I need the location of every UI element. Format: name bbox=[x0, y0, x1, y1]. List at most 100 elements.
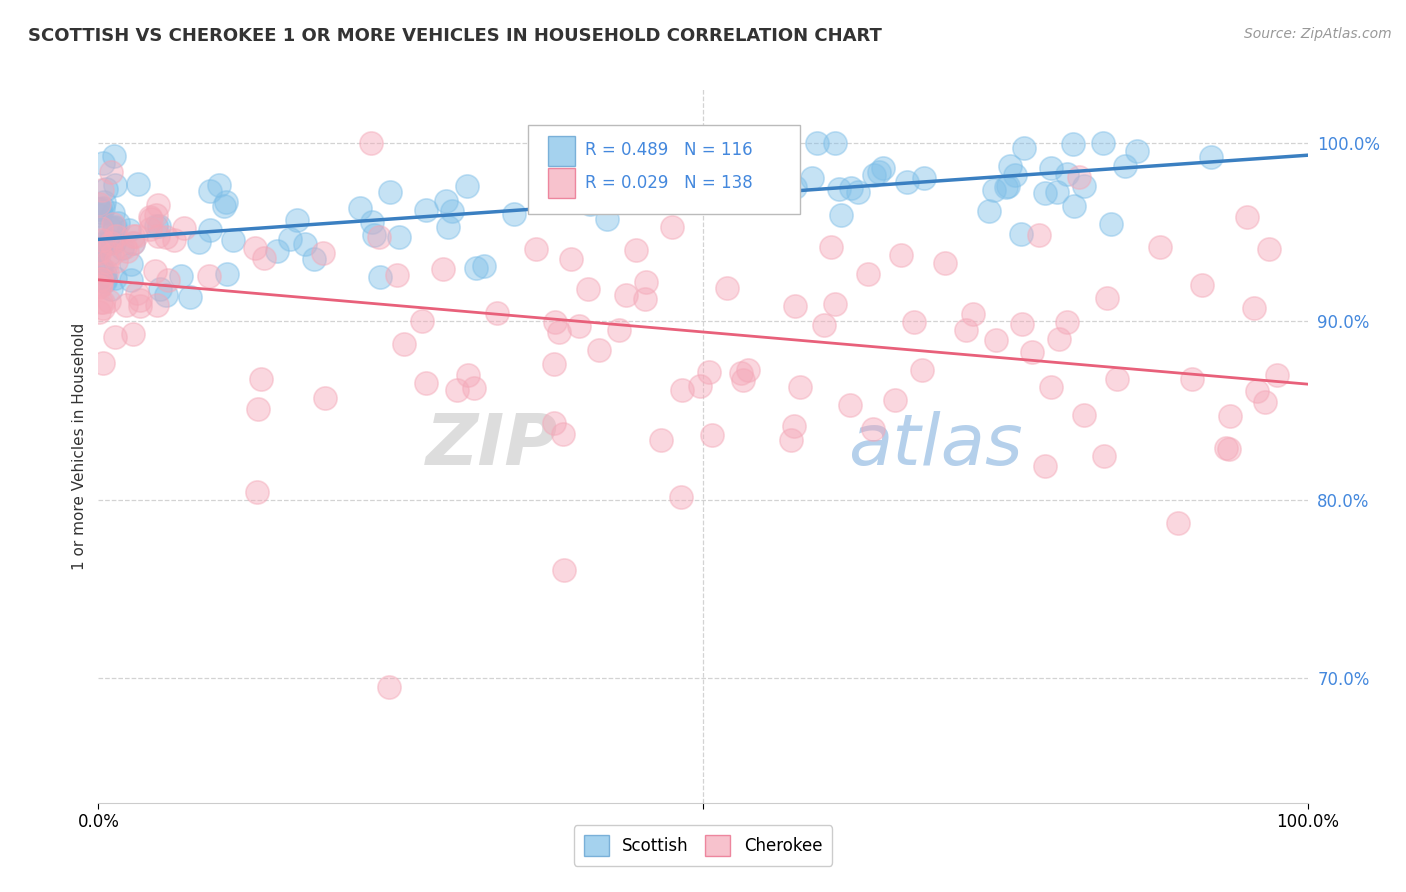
Point bbox=[360, 214, 382, 228]
Point bbox=[107, 216, 129, 230]
Text: ZIP: ZIP bbox=[426, 411, 558, 481]
Point bbox=[437, 219, 460, 234]
Point bbox=[349, 201, 371, 215]
Point bbox=[139, 222, 162, 236]
Point bbox=[903, 315, 925, 329]
Point bbox=[104, 330, 127, 344]
Point bbox=[163, 233, 186, 247]
Point bbox=[87, 202, 110, 217]
Point bbox=[148, 197, 170, 211]
Point bbox=[576, 282, 599, 296]
Point bbox=[1126, 144, 1149, 158]
Point bbox=[91, 301, 114, 315]
Point bbox=[634, 293, 657, 307]
Point bbox=[1167, 516, 1189, 531]
Point bbox=[222, 233, 245, 247]
Point bbox=[101, 247, 124, 261]
Point bbox=[90, 183, 112, 197]
Point bbox=[125, 285, 148, 300]
Point bbox=[606, 193, 628, 207]
Point bbox=[614, 288, 637, 302]
Point bbox=[90, 204, 112, 219]
Point bbox=[1073, 408, 1095, 422]
Point bbox=[1039, 161, 1062, 176]
Point bbox=[1114, 159, 1136, 173]
Point bbox=[91, 156, 114, 170]
Point bbox=[661, 166, 683, 180]
Point bbox=[143, 263, 166, 277]
Point bbox=[839, 181, 862, 195]
Point bbox=[896, 175, 918, 189]
Point bbox=[1047, 332, 1070, 346]
Point bbox=[415, 376, 437, 391]
Point bbox=[367, 229, 389, 244]
Point bbox=[553, 563, 575, 577]
Point bbox=[114, 240, 136, 254]
Point bbox=[120, 257, 142, 271]
Point bbox=[87, 279, 110, 293]
Point bbox=[266, 244, 288, 259]
Point bbox=[955, 323, 977, 337]
Point bbox=[783, 179, 806, 194]
Point bbox=[208, 178, 231, 193]
Point bbox=[659, 166, 682, 180]
Point bbox=[856, 268, 879, 282]
Legend: Scottish, Cherokee: Scottish, Cherokee bbox=[574, 825, 832, 866]
Point bbox=[543, 357, 565, 371]
Point bbox=[846, 185, 869, 199]
Point bbox=[1267, 368, 1289, 382]
Point bbox=[378, 186, 401, 200]
Point bbox=[87, 260, 110, 275]
Point bbox=[551, 426, 574, 441]
Point bbox=[253, 252, 276, 266]
Point bbox=[463, 381, 485, 395]
Point bbox=[548, 326, 571, 340]
Point bbox=[90, 272, 112, 286]
Point bbox=[650, 433, 672, 447]
Point bbox=[98, 247, 121, 261]
Point bbox=[415, 202, 437, 217]
Y-axis label: 1 or more Vehicles in Household: 1 or more Vehicles in Household bbox=[72, 322, 87, 570]
Point bbox=[578, 197, 600, 211]
FancyBboxPatch shape bbox=[548, 136, 575, 166]
Point bbox=[294, 236, 316, 251]
Point bbox=[824, 297, 846, 311]
Point bbox=[1012, 140, 1035, 154]
Point bbox=[1092, 449, 1115, 463]
Point bbox=[676, 189, 699, 203]
Point bbox=[91, 201, 114, 215]
Point bbox=[104, 270, 127, 285]
Point bbox=[100, 165, 122, 179]
Point bbox=[90, 219, 112, 233]
Point bbox=[90, 260, 112, 274]
Point bbox=[782, 419, 804, 434]
Point bbox=[1028, 228, 1050, 243]
Point bbox=[1191, 277, 1213, 292]
Point bbox=[828, 181, 851, 195]
Point bbox=[789, 380, 811, 394]
Point bbox=[1033, 459, 1056, 474]
Point bbox=[669, 490, 692, 504]
Point bbox=[472, 259, 495, 273]
Point bbox=[801, 170, 824, 185]
Point bbox=[91, 233, 114, 247]
Point bbox=[89, 244, 111, 258]
Point bbox=[146, 298, 169, 312]
Point bbox=[609, 323, 631, 337]
Point bbox=[363, 228, 385, 243]
Point bbox=[1073, 178, 1095, 193]
Point bbox=[104, 178, 127, 193]
Point bbox=[129, 293, 152, 307]
Point bbox=[1219, 409, 1241, 423]
Point bbox=[1091, 136, 1114, 150]
Point bbox=[187, 235, 209, 249]
Point bbox=[377, 680, 399, 694]
Point bbox=[111, 242, 134, 256]
Point bbox=[820, 240, 842, 254]
Point bbox=[1236, 210, 1258, 224]
Point bbox=[465, 260, 488, 275]
Point bbox=[1011, 317, 1033, 331]
Point bbox=[813, 318, 835, 332]
Point bbox=[889, 248, 911, 262]
Point bbox=[128, 178, 150, 192]
